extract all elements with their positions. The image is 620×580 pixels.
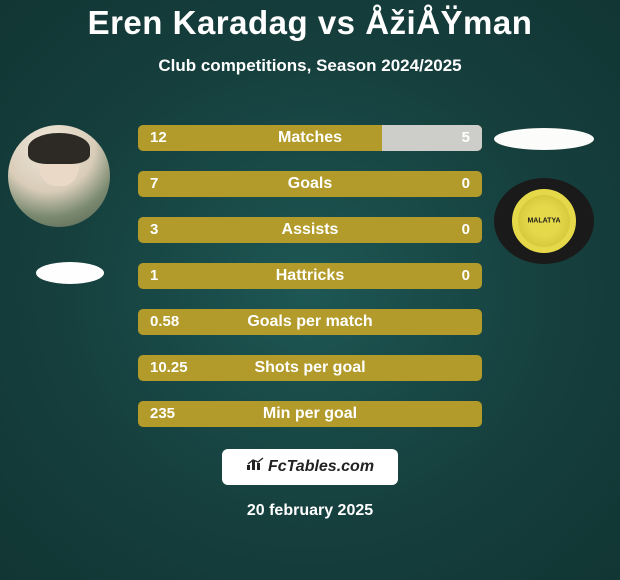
footer-date: 20 february 2025 [0,502,620,520]
stat-value-right: 0 [462,171,470,197]
stat-row: 12Matches5 [138,125,482,151]
stat-label: Min per goal [138,401,482,427]
chart-icon [246,449,264,485]
stat-label: Goals [138,171,482,197]
club-badge-text: MALATYA [527,218,560,225]
stat-label: Assists [138,217,482,243]
site-logo-text: FcTables.com [268,458,374,475]
subtitle: Club competitions, Season 2024/2025 [0,56,620,76]
stat-label: Goals per match [138,309,482,335]
player-right-club-badge: MALATYA [494,178,594,264]
stat-value-right: 0 [462,217,470,243]
page-title: Eren Karadag vs ÅžiÅŸman [0,0,620,42]
stat-row: 235Min per goal [138,401,482,427]
stat-label: Matches [138,125,482,151]
stat-value-right: 0 [462,263,470,289]
stats-bars-container: 12Matches5 7Goals0 3Assists0 1Hattricks0 0.5… [138,125,482,447]
player-right-secondary-badge [494,128,594,150]
stat-row: 10.25Shots per goal [138,355,482,381]
stat-row: 3Assists0 [138,217,482,243]
stat-row: 7Goals0 [138,171,482,197]
player-left-avatar [8,125,110,227]
player-left-club-badge [36,262,104,284]
stat-row: 0.58Goals per match [138,309,482,335]
stat-label: Hattricks [138,263,482,289]
stat-label: Shots per goal [138,355,482,381]
stat-value-right: 5 [462,125,470,151]
site-logo: FcTables.com [222,449,398,485]
stat-row: 1Hattricks0 [138,263,482,289]
